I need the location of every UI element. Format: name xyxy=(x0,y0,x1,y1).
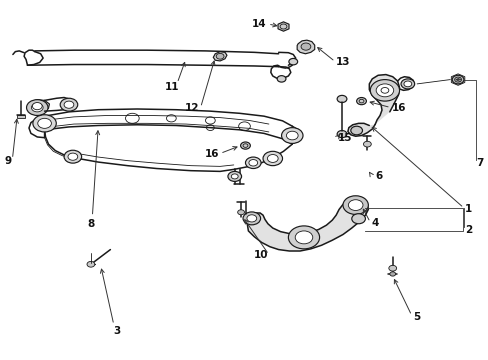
Polygon shape xyxy=(347,123,374,136)
Circle shape xyxy=(403,81,411,87)
Circle shape xyxy=(64,150,81,163)
Polygon shape xyxy=(297,40,314,54)
Text: 16: 16 xyxy=(204,149,219,159)
Polygon shape xyxy=(29,100,49,113)
Text: 13: 13 xyxy=(335,57,350,67)
Circle shape xyxy=(295,231,312,244)
Polygon shape xyxy=(450,74,464,85)
Circle shape xyxy=(231,174,238,179)
Text: 5: 5 xyxy=(412,312,419,322)
Circle shape xyxy=(26,100,48,116)
Text: 9: 9 xyxy=(4,156,11,166)
Text: 11: 11 xyxy=(165,82,179,93)
Text: 3: 3 xyxy=(113,325,120,336)
Circle shape xyxy=(301,43,310,50)
Polygon shape xyxy=(278,22,288,31)
Text: 2: 2 xyxy=(464,225,471,235)
Circle shape xyxy=(342,196,367,215)
Circle shape xyxy=(288,226,319,249)
Circle shape xyxy=(347,200,362,211)
Circle shape xyxy=(286,131,298,140)
Polygon shape xyxy=(247,199,367,251)
Text: 4: 4 xyxy=(370,218,378,228)
Circle shape xyxy=(243,212,260,225)
Polygon shape xyxy=(17,116,25,118)
Circle shape xyxy=(351,214,365,224)
Circle shape xyxy=(336,131,346,138)
Circle shape xyxy=(87,261,95,267)
Circle shape xyxy=(31,103,43,112)
Circle shape xyxy=(281,128,303,143)
Circle shape xyxy=(267,154,278,162)
Circle shape xyxy=(246,215,256,222)
Circle shape xyxy=(363,141,370,147)
Circle shape xyxy=(227,171,241,181)
Polygon shape xyxy=(213,51,226,61)
Circle shape xyxy=(68,153,78,160)
Text: 14: 14 xyxy=(251,19,266,29)
Circle shape xyxy=(237,210,244,215)
Circle shape xyxy=(375,84,393,97)
Text: 7: 7 xyxy=(475,158,483,168)
Circle shape xyxy=(356,98,366,105)
Circle shape xyxy=(369,80,399,101)
Circle shape xyxy=(32,103,42,110)
Text: 15: 15 xyxy=(337,133,352,143)
Circle shape xyxy=(248,159,257,166)
Text: 16: 16 xyxy=(391,103,406,113)
Circle shape xyxy=(451,75,463,84)
Text: 10: 10 xyxy=(253,250,267,260)
Circle shape xyxy=(216,53,224,59)
Circle shape xyxy=(288,58,297,65)
Circle shape xyxy=(389,272,395,276)
Circle shape xyxy=(277,76,285,82)
Circle shape xyxy=(33,115,56,132)
Text: 6: 6 xyxy=(374,171,382,181)
Circle shape xyxy=(388,265,396,271)
Circle shape xyxy=(263,151,282,166)
Polygon shape xyxy=(368,75,399,125)
Text: 1: 1 xyxy=(464,204,471,214)
Text: 12: 12 xyxy=(185,103,199,113)
Text: 8: 8 xyxy=(87,219,94,229)
Circle shape xyxy=(240,142,250,149)
Circle shape xyxy=(38,118,51,129)
Circle shape xyxy=(60,98,78,111)
Circle shape xyxy=(400,79,414,89)
Circle shape xyxy=(336,95,346,103)
Circle shape xyxy=(245,157,261,168)
Circle shape xyxy=(64,101,74,108)
Circle shape xyxy=(350,126,362,135)
